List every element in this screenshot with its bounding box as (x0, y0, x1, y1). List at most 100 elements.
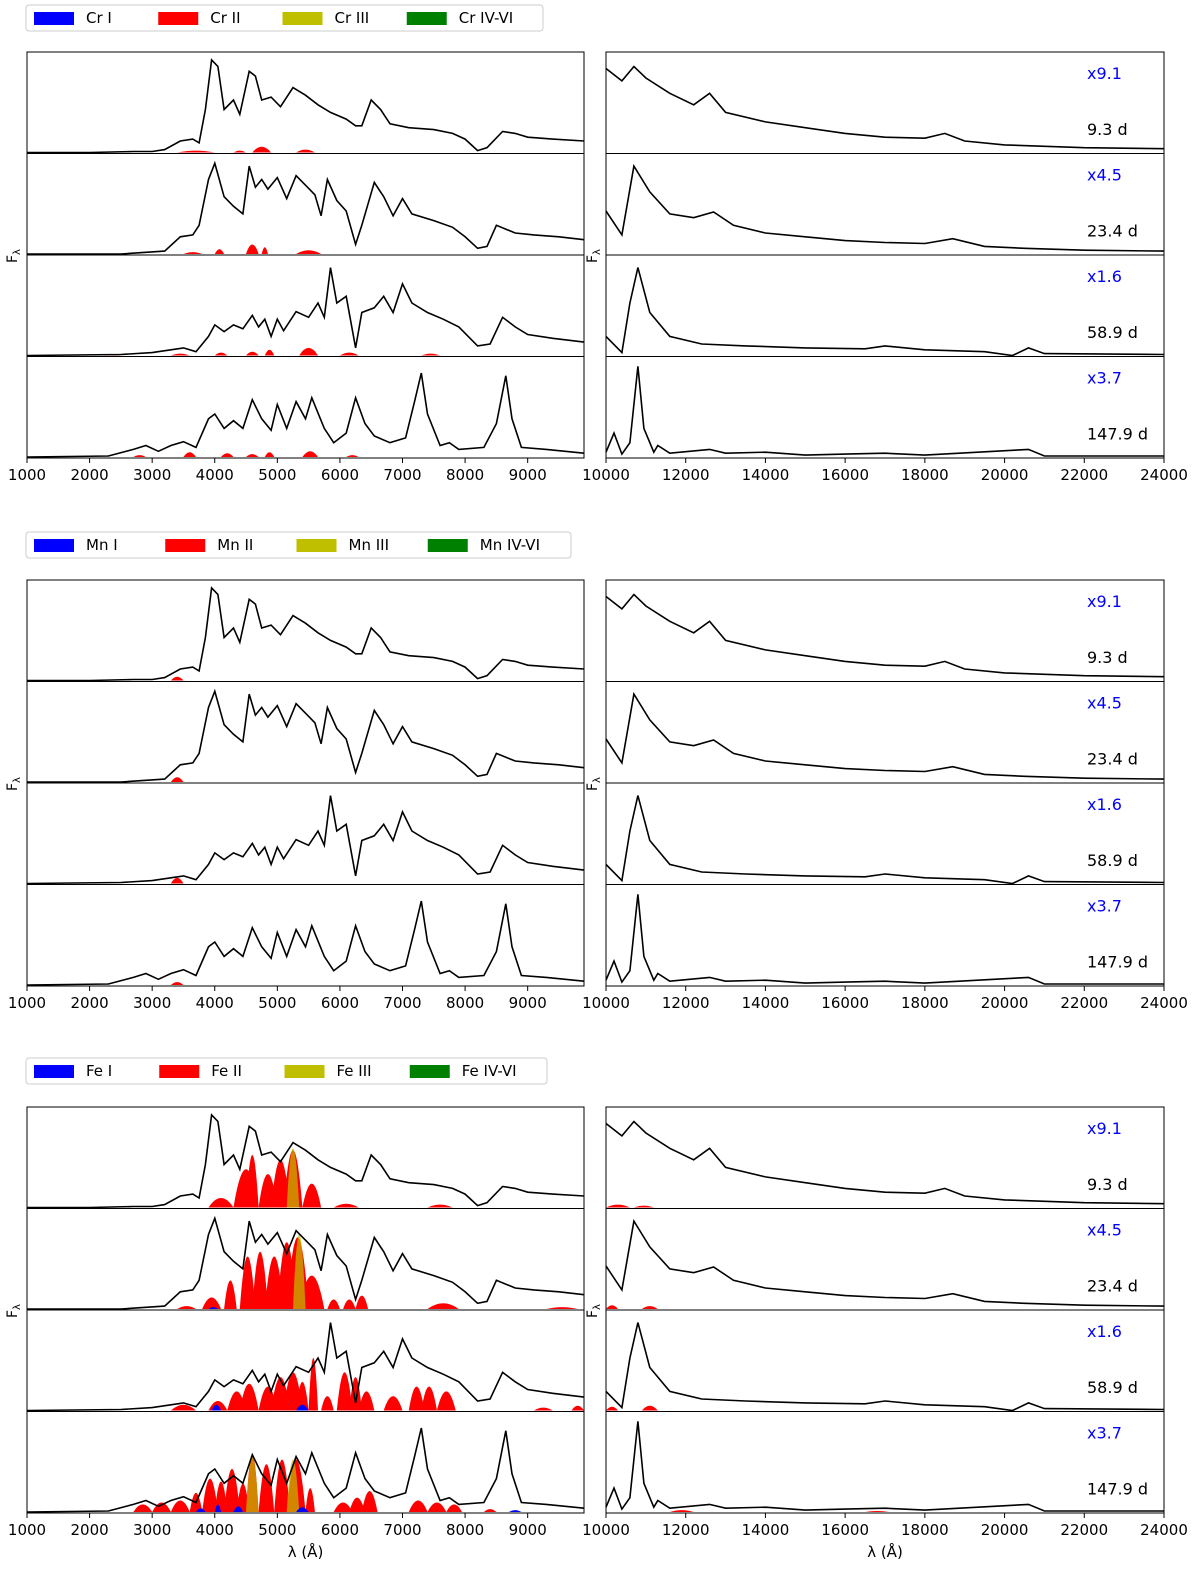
x-tick-label: 6000 (321, 466, 359, 484)
y-axis-label-main: F (585, 1310, 601, 1318)
contribution-fill-ii (170, 877, 184, 884)
contribution-fill-ii (606, 1305, 618, 1309)
panel-group-fe: Fe I Fe II Fe III Fe IV-VI x9.1 9.3 d x4.5 23.4… (5, 1057, 1188, 1561)
contribution-fill-ii (346, 455, 359, 457)
x-tick-label: 16000 (821, 1521, 869, 1539)
contribution-fill-ii (252, 1251, 268, 1309)
contribution-fill-ii (355, 1295, 369, 1309)
ir-spectrum-line (605, 894, 1164, 985)
contribution-fill-ii (408, 1500, 428, 1512)
contribution-fill-ii (299, 1275, 325, 1309)
scale-factor-label: x9.1 (1087, 592, 1122, 611)
y-axis-label-sub: λ (592, 249, 603, 255)
contribution-fill-ii (302, 451, 318, 457)
epoch-label: 9.3 d (1087, 648, 1128, 667)
legend-label: Fe II (211, 1062, 242, 1080)
x-tick-label: 4000 (196, 994, 234, 1012)
y-axis-label-sub: λ (12, 249, 23, 255)
contribution-fill-ii (408, 1386, 425, 1411)
contribution-fill-ii (170, 676, 184, 681)
contribution-fill-ii (252, 146, 272, 153)
contribution-fill-ii (236, 1483, 250, 1512)
contribution-fill-ii (246, 351, 259, 356)
optical-spectrum-line (26, 795, 585, 885)
x-tick-label: 16000 (821, 466, 869, 484)
contribution-fill-ii (264, 349, 275, 356)
legend-label: Mn I (86, 536, 118, 554)
ir-panel-frame (605, 153, 1165, 256)
optical-spectrum-line (26, 1427, 585, 1513)
contribution-fill-ii (349, 1497, 365, 1512)
x-tick-label: 12000 (662, 1521, 710, 1539)
contribution-fill-ii (421, 1386, 437, 1411)
epoch-label: 147.9 d (1087, 953, 1148, 972)
contribution-fill-i (214, 1504, 221, 1512)
ir-panel-frame (605, 1411, 1165, 1514)
contribution-fill-ii (202, 1478, 218, 1512)
x-tick-label: 3000 (133, 1521, 171, 1539)
scale-factor-label: x1.6 (1087, 267, 1122, 286)
optical-panel-frame (26, 782, 585, 885)
ir-spectrum-line (605, 1218, 1165, 1307)
contribution-fill-ii (246, 1154, 259, 1208)
ir-spectrum-line (605, 1120, 1165, 1205)
contribution-fill-ii (299, 347, 318, 356)
legend-swatch (165, 539, 206, 552)
contribution-fill-ii (170, 777, 184, 782)
legend-swatch (284, 1065, 325, 1078)
contribution-fill-ii (296, 1381, 309, 1411)
optical-spectrum-line (27, 1215, 585, 1310)
scale-factor-label: x1.6 (1087, 1322, 1122, 1341)
x-tick-label: 8000 (446, 994, 484, 1012)
optical-panel-frame (26, 51, 585, 154)
ir-panel-frame (605, 356, 1165, 459)
contribution-fill-ii (170, 353, 190, 356)
ir-spectrum-line (605, 1421, 1164, 1512)
legend-swatch (406, 12, 447, 25)
x-tick-label: 2000 (70, 1521, 108, 1539)
x-tick-label: 4000 (196, 1521, 234, 1539)
x-tick-label: 18000 (901, 466, 949, 484)
contribution-fill-ii (177, 150, 215, 153)
y-axis-label-main: F (5, 783, 21, 791)
x-tick-label: 12000 (662, 466, 710, 484)
scale-factor-label: x4.5 (1087, 694, 1122, 713)
legend-swatch (409, 1065, 450, 1078)
x-tick-label: 24000 (1140, 994, 1188, 1012)
contribution-fill-i (296, 1507, 309, 1512)
y-axis-label-sub: λ (12, 777, 23, 783)
legend-swatch (296, 539, 337, 552)
contribution-fill-ii (296, 250, 322, 254)
x-tick-label: 7000 (383, 1521, 421, 1539)
optical-panel-frame (26, 884, 585, 987)
contribution-fill-ii (865, 1511, 889, 1512)
legend: Cr I Cr II Cr III Cr IV-VI (25, 4, 544, 32)
contribution-fill-ii (641, 1405, 658, 1411)
legend-swatch (159, 1065, 200, 1078)
x-tick-label: 6000 (321, 994, 359, 1012)
x-tick-label: 20000 (981, 466, 1029, 484)
x-tick-label: 3000 (133, 994, 171, 1012)
ir-spectrum-line (605, 366, 1164, 457)
x-tick-label: 4000 (196, 466, 234, 484)
contribution-fill-ii (133, 455, 146, 457)
legend-label: Cr III (335, 9, 370, 27)
x-tick-label: 9000 (509, 466, 547, 484)
legend-swatch (34, 539, 74, 552)
contribution-fill-ii (606, 1406, 618, 1411)
y-axis-label-sub: λ (592, 1304, 603, 1310)
epoch-label: 9.3 d (1087, 1175, 1128, 1194)
y-axis-label-main: F (585, 783, 601, 791)
scale-factor-label: x3.7 (1087, 1424, 1122, 1443)
epoch-label: 58.9 d (1087, 323, 1138, 342)
contribution-fill-ii (202, 1297, 221, 1309)
x-tick-label: 14000 (742, 1521, 790, 1539)
contribution-fill-ii (641, 1306, 658, 1309)
contribution-fill-iii (293, 1234, 306, 1309)
y-axis-label: Fλ (585, 777, 603, 791)
contribution-fill-ii (383, 1396, 403, 1411)
epoch-label: 147.9 d (1087, 425, 1148, 444)
scale-factor-label: x3.7 (1087, 369, 1122, 388)
epoch-label: 58.9 d (1087, 851, 1138, 870)
epoch-label: 147.9 d (1087, 1480, 1148, 1499)
